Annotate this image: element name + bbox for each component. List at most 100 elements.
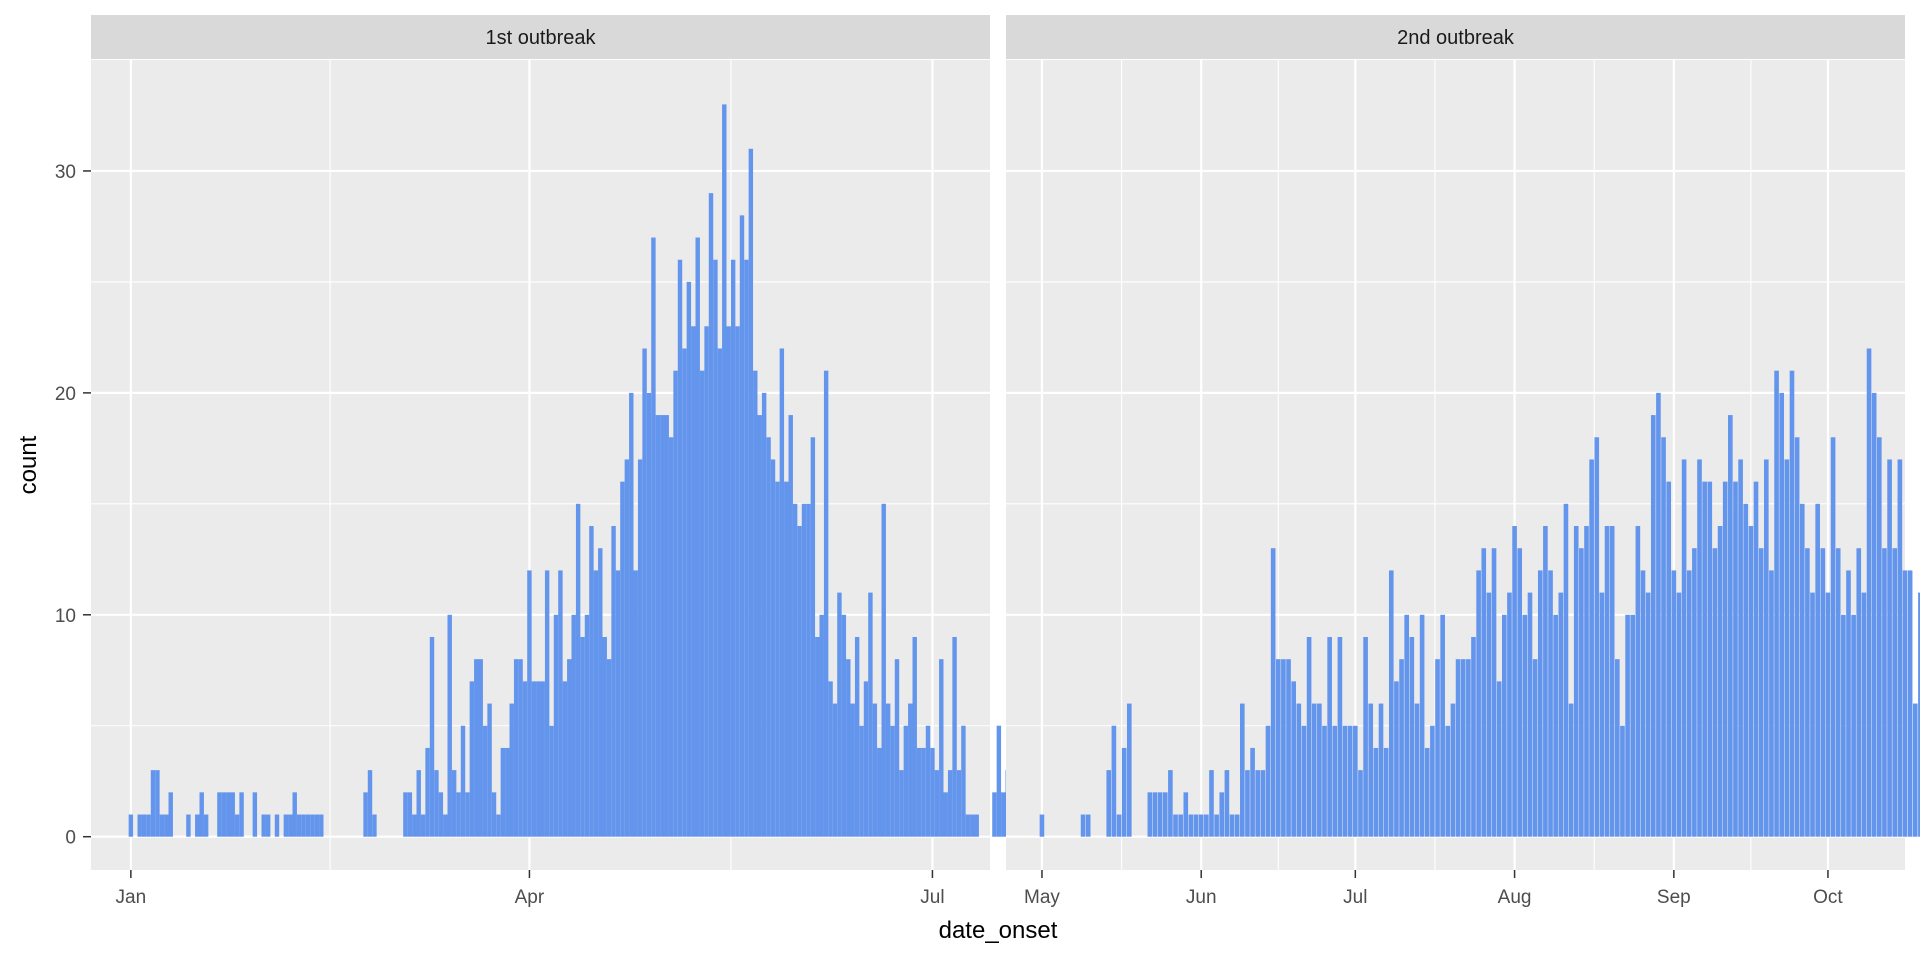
histogram-bar: [1373, 747, 1379, 837]
histogram-bar: [713, 259, 718, 837]
histogram-bar: [1871, 392, 1877, 837]
histogram-bar: [943, 792, 948, 837]
histogram-bar: [1491, 548, 1497, 837]
histogram-bar: [265, 814, 271, 837]
histogram-bar: [1882, 548, 1887, 837]
histogram-bar: [726, 326, 731, 837]
histogram-bar: [1692, 548, 1697, 837]
histogram-bar: [1748, 526, 1754, 837]
histogram-bar: [1830, 437, 1836, 837]
histogram-bar: [234, 814, 240, 837]
histogram-bar: [823, 370, 829, 837]
histogram-bar: [1512, 526, 1517, 837]
histogram-bar: [1769, 570, 1774, 837]
histogram-bar: [1342, 725, 1348, 837]
histogram-bar: [1702, 481, 1707, 837]
histogram-bar: [1661, 437, 1666, 837]
histogram-bar: [443, 814, 448, 837]
histogram-bar: [956, 770, 962, 837]
histogram-bar: [695, 237, 700, 837]
histogram-bar: [1404, 614, 1410, 837]
histogram-bar: [868, 592, 873, 837]
histogram-bar: [735, 326, 740, 837]
histogram-bar: [1337, 636, 1343, 837]
histogram-bar: [580, 636, 585, 837]
histogram-bar: [1763, 459, 1769, 837]
histogram-bar: [930, 747, 935, 837]
histogram-bar: [482, 725, 488, 837]
histogram-bar: [1281, 659, 1286, 837]
histogram-bar: [1825, 592, 1831, 837]
histogram-bar: [221, 792, 227, 837]
histogram-bar: [633, 570, 638, 837]
histogram-bar: [602, 636, 607, 837]
histogram-bar: [1106, 770, 1112, 837]
histogram-bar: [1753, 481, 1759, 837]
histogram-bar: [1486, 592, 1492, 837]
histogram-bar: [1296, 703, 1302, 837]
histogram-bar: [1856, 548, 1862, 837]
histogram-bar: [624, 459, 630, 837]
histogram-bar: [1784, 459, 1790, 837]
histogram-bar: [589, 526, 594, 837]
histogram-bar: [1820, 548, 1826, 837]
histogram-bar: [606, 659, 612, 837]
histogram-bar: [584, 614, 590, 837]
histogram-bar: [447, 614, 452, 837]
histogram-bar: [841, 614, 847, 837]
histogram-bar: [1568, 703, 1574, 837]
histogram-bar: [1363, 636, 1368, 837]
histogram-bar: [1887, 459, 1892, 837]
histogram-bar: [451, 770, 457, 837]
histogram-bar: [1481, 548, 1487, 837]
histogram-bar: [571, 614, 576, 837]
histogram-bar: [527, 570, 532, 837]
histogram-bar: [319, 814, 324, 837]
histogram-bar: [806, 503, 811, 837]
x-tick-label: Jan: [116, 887, 147, 908]
histogram-bar: [1877, 437, 1882, 837]
histogram-bar: [885, 703, 891, 837]
histogram-bar: [1435, 659, 1440, 837]
histogram-bar: [815, 636, 820, 837]
histogram-bar: [1173, 814, 1178, 837]
histogram-bar: [1722, 481, 1728, 837]
histogram-bar: [1409, 636, 1415, 837]
histogram-bar: [660, 415, 665, 837]
histogram-bar: [1152, 792, 1158, 837]
histogram-bar: [961, 725, 966, 837]
histogram-bar: [1085, 814, 1091, 837]
histogram-bar: [1645, 592, 1651, 837]
histogram-bar: [420, 814, 426, 837]
x-tick-label: Oct: [1813, 887, 1843, 908]
histogram-bar: [1527, 592, 1533, 837]
histogram-bar: [429, 636, 435, 837]
histogram-bar: [615, 570, 621, 837]
y-tick-label: 0: [65, 828, 76, 849]
histogram-bar: [1620, 725, 1625, 837]
histogram-bar: [1676, 592, 1682, 837]
histogram-bar: [877, 747, 882, 837]
histogram-bar: [1291, 681, 1296, 837]
histogram-bar: [1476, 570, 1481, 837]
histogram-bar: [846, 659, 851, 837]
histogram-bar: [363, 792, 368, 837]
histogram-bar: [155, 770, 160, 837]
histogram-bar: [1841, 614, 1846, 837]
histogram-bar: [952, 636, 957, 837]
histogram-bar: [708, 193, 714, 837]
histogram-bar: [549, 725, 554, 837]
histogram-bar: [1311, 703, 1317, 837]
histogram-bar: [1630, 614, 1636, 837]
y-tick-label: 10: [55, 606, 76, 627]
histogram-bar: [668, 437, 674, 837]
histogram-bar: [1445, 725, 1451, 837]
histogram-bar: [1743, 503, 1749, 837]
histogram-bar: [1234, 814, 1240, 837]
histogram-bar: [305, 814, 311, 837]
histogram-bar: [1712, 548, 1718, 837]
histogram-bar: [553, 614, 559, 837]
histogram-bar: [646, 392, 652, 837]
histogram-bar: [505, 747, 510, 837]
histogram-bar: [784, 481, 789, 837]
